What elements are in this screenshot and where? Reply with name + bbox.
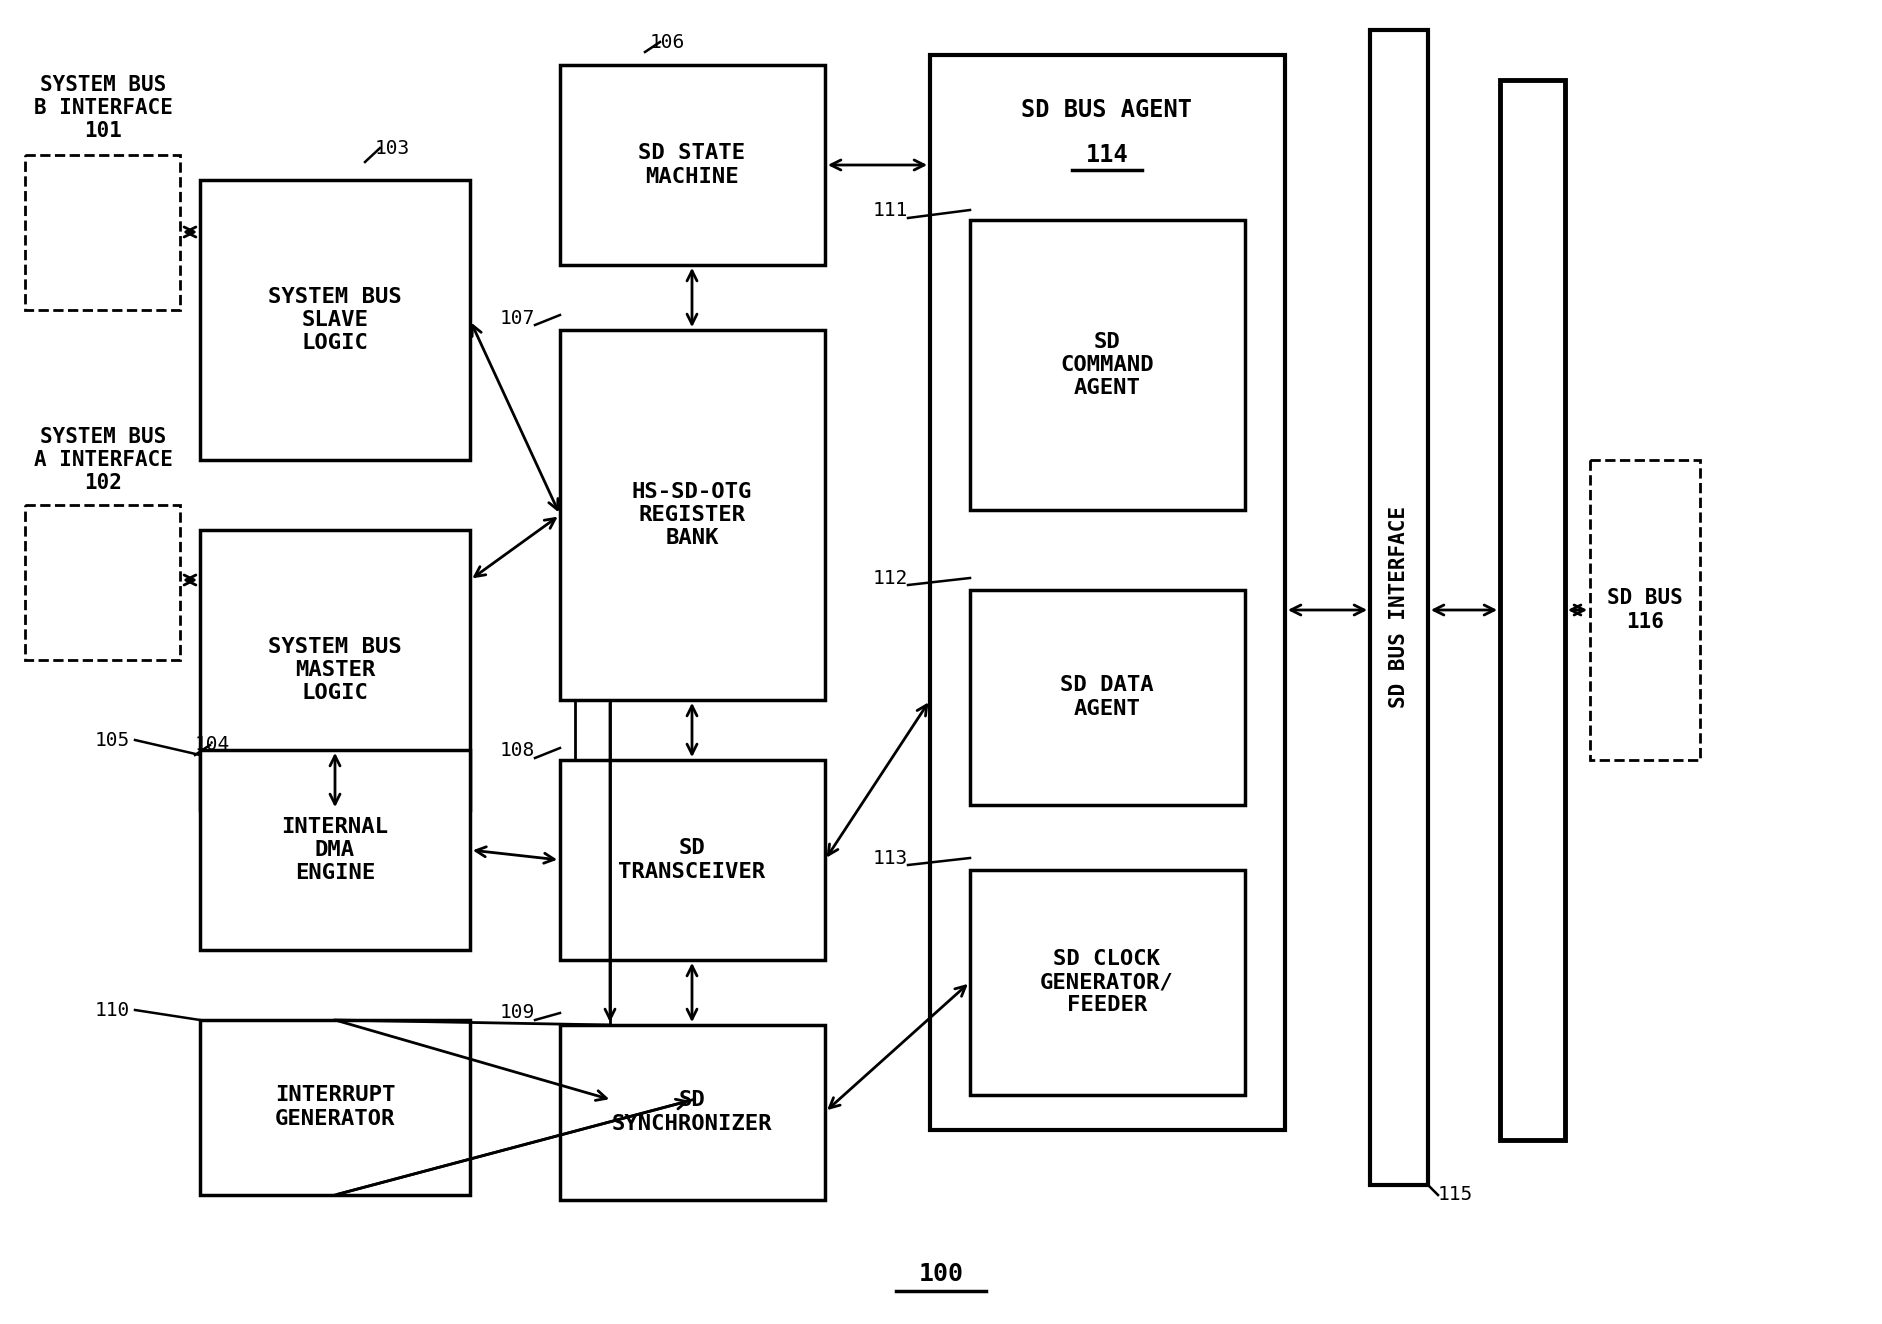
Text: SD
SYNCHRONIZER: SD SYNCHRONIZER xyxy=(612,1091,772,1133)
Text: 113: 113 xyxy=(873,849,907,867)
Text: INTERRUPT
GENERATOR: INTERRUPT GENERATOR xyxy=(275,1086,395,1128)
Text: SD BUS
116: SD BUS 116 xyxy=(1607,588,1683,632)
Bar xyxy=(561,330,824,700)
Text: 105: 105 xyxy=(94,731,130,749)
Text: SD
COMMAND
AGENT: SD COMMAND AGENT xyxy=(1060,332,1154,399)
Bar xyxy=(561,760,824,960)
Text: 108: 108 xyxy=(501,740,534,760)
Bar xyxy=(561,1025,824,1200)
Text: SYSTEM BUS
A INTERFACE
102: SYSTEM BUS A INTERFACE 102 xyxy=(34,426,173,494)
Bar xyxy=(199,530,470,810)
Text: 115: 115 xyxy=(1438,1185,1474,1205)
Bar xyxy=(199,180,470,459)
Text: 107: 107 xyxy=(501,308,534,327)
Text: 114: 114 xyxy=(1086,143,1129,167)
Bar xyxy=(1500,79,1566,1140)
Bar xyxy=(561,65,824,265)
Text: 112: 112 xyxy=(873,568,907,588)
Text: 110: 110 xyxy=(94,1001,130,1019)
Bar xyxy=(199,749,470,951)
Text: SD
TRANSCEIVER: SD TRANSCEIVER xyxy=(619,838,766,882)
Text: 111: 111 xyxy=(873,200,907,220)
Text: SYSTEM BUS
B INTERFACE
101: SYSTEM BUS B INTERFACE 101 xyxy=(34,74,173,142)
Text: SD STATE
MACHINE: SD STATE MACHINE xyxy=(638,143,745,187)
Text: SD DATA
AGENT: SD DATA AGENT xyxy=(1060,675,1154,719)
Bar xyxy=(969,870,1246,1095)
Text: SYSTEM BUS
MASTER
LOGIC: SYSTEM BUS MASTER LOGIC xyxy=(267,637,403,703)
Bar xyxy=(1590,459,1699,760)
Text: 100: 100 xyxy=(918,1262,964,1286)
Text: 104: 104 xyxy=(196,736,230,755)
Bar xyxy=(24,155,181,310)
Text: 103: 103 xyxy=(375,139,410,158)
Text: HS-SD-OTG
REGISTER
BANK: HS-SD-OTG REGISTER BANK xyxy=(632,482,753,548)
Text: 106: 106 xyxy=(649,33,685,52)
Bar xyxy=(969,591,1246,805)
Bar xyxy=(1370,30,1428,1185)
Bar xyxy=(199,1019,470,1196)
Text: INTERNAL
DMA
ENGINE: INTERNAL DMA ENGINE xyxy=(282,817,388,883)
Text: SD BUS INTERFACE: SD BUS INTERFACE xyxy=(1389,506,1410,708)
Bar xyxy=(24,504,181,659)
Text: SD CLOCK
GENERATOR/
FEEDER: SD CLOCK GENERATOR/ FEEDER xyxy=(1041,949,1174,1016)
Bar xyxy=(969,220,1246,510)
Text: 109: 109 xyxy=(501,1004,534,1022)
Bar xyxy=(930,56,1285,1129)
Text: SYSTEM BUS
SLAVE
LOGIC: SYSTEM BUS SLAVE LOGIC xyxy=(267,287,403,354)
Text: SD BUS AGENT: SD BUS AGENT xyxy=(1022,98,1193,122)
